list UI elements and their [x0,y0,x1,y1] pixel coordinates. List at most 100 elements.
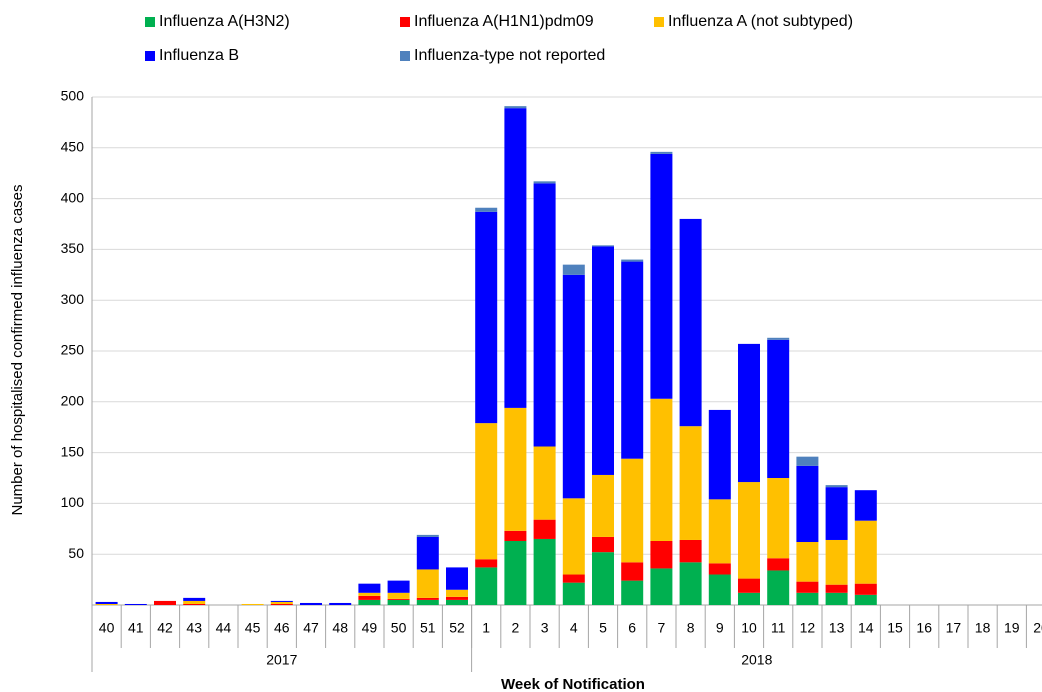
bar-segment [679,218,702,427]
bar-segment [679,426,702,540]
x-tick-label: 18 [975,620,991,636]
x-tick-label: 8 [687,620,695,636]
bar-segment [825,539,848,585]
bar-segment [475,423,498,560]
bar-segment [738,578,760,593]
bar-segment [592,246,614,475]
x-tick-label: 19 [1004,620,1020,636]
bar-segment [825,584,848,593]
bar-segment [533,538,556,605]
x-tick-label: 40 [99,620,115,636]
bar-segment [475,207,498,212]
bar-segment [738,482,760,579]
bar-segment [416,569,439,598]
x-tick-label: 1 [482,620,490,636]
bar-segment [533,181,556,184]
bar-segment [796,581,819,593]
legend-swatch [400,17,410,27]
bar-segment [504,540,527,605]
bar-segment [387,592,410,599]
bar-segment [270,603,293,605]
bar-segment [562,574,585,583]
legend-swatch [145,17,155,27]
bar-segment [95,603,118,605]
y-tick-label: 100 [61,494,85,510]
bar-segment [504,530,527,541]
legend-label: Influenza A(H3N2) [159,13,290,30]
bar-segment [708,499,731,564]
x-tick-label: 3 [541,620,549,636]
bar-segment [504,106,527,109]
bar-segment [154,600,176,605]
x-axis-title: Week of Notification [501,676,645,692]
bar-segment [387,599,410,605]
bar-segment [475,559,498,568]
bar-segment [767,337,790,340]
bar-segment [504,108,527,408]
x-group-label: 2018 [741,652,772,668]
x-tick-label: 46 [274,620,290,636]
bar-segment [562,264,585,275]
bar-segment [796,542,819,582]
bar-segment [183,603,206,605]
bar-segment [446,567,468,590]
x-tick-label: 16 [916,620,932,636]
bar-segment [708,574,731,605]
bar-segment [767,339,790,478]
bar-segment [446,596,468,600]
bar-segment [416,597,439,600]
bar-segment [592,552,614,605]
bar-segment [358,595,381,600]
bar-segment [621,458,644,563]
x-tick-label: 43 [186,620,202,636]
bar-segment [767,570,790,605]
y-tick-label: 150 [61,443,85,459]
bar-segment [621,562,644,581]
legend-swatch [654,17,664,27]
bar-segment [446,599,468,605]
x-tick-label: 17 [946,620,962,636]
bar-segment [562,582,585,605]
legend-label: Influenza B [159,47,239,64]
x-tick-label: 42 [157,620,173,636]
y-tick-label: 400 [61,189,85,205]
bar-segment [533,519,556,539]
bar-segment [592,474,614,537]
x-tick-label: 13 [829,620,845,636]
bar-segment [329,602,352,605]
x-tick-label: 20 [1033,620,1042,636]
bar-segment [825,485,848,488]
bar-segment [708,409,731,500]
bar-segment [796,456,819,466]
bar-segment [358,583,381,593]
x-tick-label: 41 [128,620,144,636]
bar-segment [562,498,585,575]
bar-segment [854,520,877,584]
bar-segment [183,600,206,604]
bar-segment [416,599,439,605]
bar-segment [475,211,498,424]
bar-segment [358,599,381,605]
x-tick-label: 4 [570,620,578,636]
bar-segment [562,274,585,499]
bar-segment [446,589,468,597]
bar-segment [124,603,147,605]
bar-segment [650,398,673,541]
x-tick-label: 2 [512,620,520,636]
x-tick-label: 44 [216,620,232,636]
bar-segment [621,259,644,262]
bar-segment [358,592,381,596]
y-tick-label: 350 [61,240,85,256]
bar-segment [650,568,673,605]
bar-segment [825,592,848,605]
x-tick-label: 9 [716,620,724,636]
legend-label: Influenza-type not reported [414,47,605,64]
bar-segment [767,478,790,559]
bar-segment [621,261,644,459]
legend-swatch [400,51,410,61]
x-tick-label: 10 [741,620,757,636]
bar-segment [533,446,556,520]
bar-segment [241,603,264,605]
bar-segment [854,594,877,605]
bar-segment [95,601,118,604]
